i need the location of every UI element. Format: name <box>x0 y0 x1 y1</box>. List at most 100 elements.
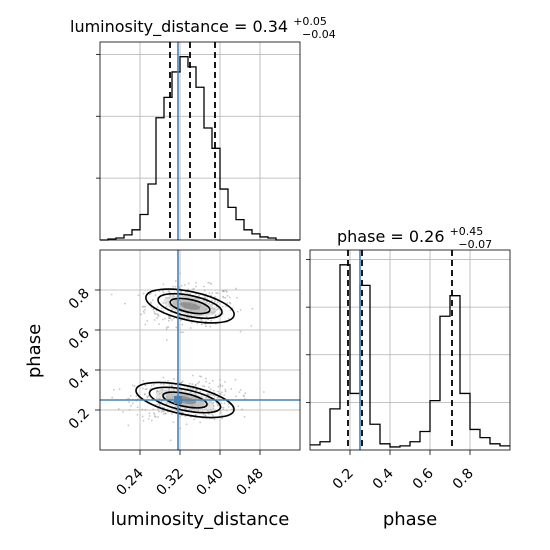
phase-ytick-label-0: 0.2 <box>66 406 93 433</box>
scatter-point-378 <box>211 292 214 294</box>
scatter-point-413 <box>219 383 222 386</box>
scatter-point-48 <box>205 325 207 328</box>
title-luminosity-distance-value: 0.34 <box>252 17 288 36</box>
scatter-point-237 <box>235 287 237 290</box>
scatter-point-260 <box>228 296 231 299</box>
scatter-point-14 <box>216 292 219 295</box>
scatter-point-822 <box>135 395 138 398</box>
scatter-point-546 <box>163 410 165 413</box>
scatter-point-795 <box>153 413 156 416</box>
scatter-point-122 <box>137 294 140 297</box>
scatter-point-27 <box>211 299 213 302</box>
contour-mode-0-level-0 <box>145 288 235 324</box>
scatter-point-291 <box>156 306 159 309</box>
scatter-point-493 <box>156 403 159 406</box>
scatter-point-223 <box>251 307 254 310</box>
scatter-point-186 <box>228 317 230 320</box>
scatter-point-894 <box>162 383 165 386</box>
scatter-point-145 <box>183 316 186 318</box>
scatter-point-754 <box>200 375 202 378</box>
scatter-point-887 <box>241 408 243 411</box>
scatter-point-201 <box>216 301 219 304</box>
scatter-point-759 <box>235 395 238 398</box>
scatter-point-79 <box>236 310 239 313</box>
scatter-point-440 <box>207 409 209 412</box>
scatter-point-142 <box>169 316 172 318</box>
phase-hist-histogram-step <box>310 264 510 448</box>
scatter-point-614 <box>227 403 230 406</box>
scatter-point-94 <box>172 285 175 288</box>
scatter-point-249 <box>226 302 229 304</box>
scatter-point-872 <box>131 384 134 387</box>
scatter-point-38 <box>161 289 164 292</box>
scatter-point-380 <box>183 284 186 286</box>
scatter-point-19 <box>160 307 163 310</box>
scatter-point-767 <box>243 395 245 398</box>
scatter-point-451 <box>244 392 247 395</box>
scatter-point-278 <box>190 317 193 320</box>
scatter-point-692 <box>130 405 132 407</box>
scatter-point-472 <box>222 406 225 409</box>
scatter-point-296 <box>174 285 177 288</box>
scatter-point-721 <box>193 418 195 421</box>
scatter-point-8 <box>171 319 174 321</box>
scatter-point-538 <box>263 391 265 393</box>
scatter-point-299 <box>210 319 213 322</box>
scatter-point-484 <box>217 385 220 388</box>
lumdist-xtick-label-2: 0.40 <box>193 466 226 499</box>
scatter-point-636 <box>144 388 147 391</box>
scatter-point-394 <box>224 296 227 299</box>
scatter-point-414 <box>221 414 223 417</box>
scatter-point-119 <box>217 307 220 310</box>
scatter-point-319 <box>158 323 160 326</box>
title-phase-eq: = <box>390 227 409 246</box>
scatter-point-428 <box>221 384 224 387</box>
scatter-point-65 <box>191 288 194 291</box>
scatter-point-316 <box>169 317 172 320</box>
scatter-point-419 <box>146 395 149 398</box>
scatter-point-561 <box>199 421 202 424</box>
title-luminosity-distance-plus: +0.05 <box>293 15 327 28</box>
scatter-point-857 <box>156 389 159 392</box>
scatter-point-289 <box>167 326 170 329</box>
scatter-point-160 <box>150 301 152 304</box>
scatter-point-707 <box>150 384 153 387</box>
title-phase: phase = 0.26 +0.45 −0.07 <box>337 220 492 251</box>
scatter-point-406 <box>146 396 149 399</box>
title-phase-value: 0.26 <box>409 227 445 246</box>
scatter-point-443 <box>128 408 131 411</box>
scatter-point-62 <box>221 305 224 308</box>
scatter-point-72 <box>174 280 177 282</box>
contour-mode-0-level-2 <box>169 297 211 315</box>
scatter-point-287 <box>210 283 213 285</box>
scatter-point-241 <box>214 313 217 316</box>
scatter-point-315 <box>229 302 232 305</box>
lumdist-hist-grid <box>100 42 300 240</box>
scatter-point-322 <box>195 285 197 288</box>
scatter-point-838 <box>219 378 222 381</box>
scatter-point-601 <box>224 390 227 393</box>
scatter-point-181 <box>157 315 160 318</box>
phase-hist-xtick-label-3: 0.8 <box>450 466 477 493</box>
scatter-point-207 <box>155 313 157 315</box>
scatter-point-522 <box>169 439 172 442</box>
scatter-point-144 <box>213 300 216 303</box>
lumdist-phase-grid <box>100 250 300 450</box>
scatter-point-558 <box>178 416 181 418</box>
scatter-point-503 <box>168 384 171 386</box>
scatter-point-603 <box>141 387 144 390</box>
title-luminosity-distance-param: luminosity_distance <box>70 17 229 37</box>
scatter-point-465 <box>112 388 115 391</box>
scatter-point-674 <box>181 380 184 383</box>
scatter-point-772 <box>223 394 226 397</box>
scatter-point-257 <box>144 308 146 311</box>
scatter-point-641 <box>237 405 240 408</box>
scatter-point-309 <box>200 323 203 326</box>
scatter-point-233 <box>192 287 195 290</box>
scatter-point-24 <box>151 299 154 302</box>
scatter-point-870 <box>212 394 215 397</box>
scatter-point-404 <box>158 290 161 293</box>
scatter-point-167 <box>221 290 224 292</box>
y-axis-label-phase: phase <box>24 324 45 378</box>
